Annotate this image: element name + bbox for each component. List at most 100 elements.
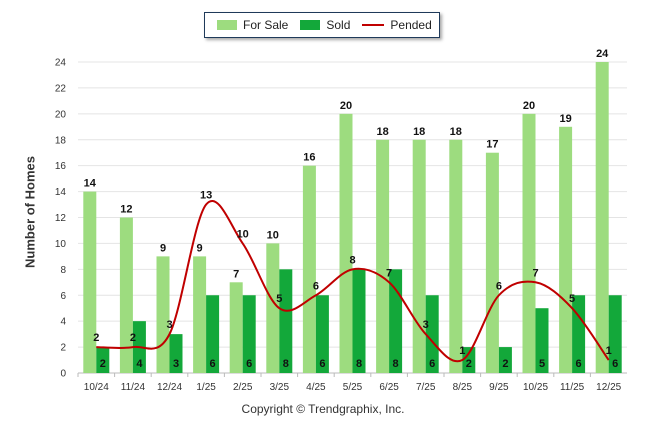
data-label-for-sale: 10 [267, 229, 279, 241]
data-label-sold: 8 [393, 358, 399, 370]
legend: For Sale Sold Pended [204, 12, 440, 38]
bar-for-sale [339, 113, 353, 373]
data-label-pended: 10 [237, 228, 249, 240]
x-tick-label: 12/24 [157, 382, 182, 393]
y-tick-label: 10 [55, 239, 67, 250]
y-tick-label: 24 [55, 58, 67, 69]
data-label-pended: 3 [423, 319, 429, 331]
bar-for-sale [449, 139, 463, 373]
data-label-pended: 13 [200, 190, 212, 202]
data-label-pended: 5 [276, 293, 282, 305]
data-label-for-sale: 12 [120, 204, 132, 216]
x-tick-label: 11/25 [560, 382, 585, 393]
bar-for-sale [485, 152, 499, 373]
data-label-for-sale: 7 [233, 268, 239, 280]
y-tick-label: 16 [55, 161, 67, 172]
data-label-pended: 7 [532, 267, 538, 279]
bar-sold [279, 269, 293, 373]
data-label-sold: 6 [319, 358, 325, 370]
x-tick-label: 8/25 [453, 382, 473, 393]
data-label-for-sale: 16 [303, 152, 315, 164]
data-label-sold: 2 [502, 358, 508, 370]
legend-label-pended: Pended [390, 18, 432, 32]
y-tick-label: 18 [55, 135, 67, 146]
data-label-sold: 6 [210, 358, 216, 370]
x-tick-label: 2/25 [233, 382, 253, 393]
legend-item-for-sale[interactable]: For Sale [217, 18, 288, 32]
data-label-for-sale: 18 [413, 126, 425, 138]
legend-swatch-sold [300, 20, 321, 30]
x-tick-label: 10/24 [84, 382, 109, 393]
x-tick-label: 7/25 [416, 382, 436, 393]
bar-sold [169, 334, 183, 373]
y-tick-label: 20 [55, 109, 67, 120]
bar-sold [425, 295, 439, 373]
bar-sold [608, 295, 622, 373]
data-label-for-sale: 18 [376, 126, 388, 138]
bar-for-sale [376, 139, 390, 373]
data-label-pended: 1 [459, 345, 465, 357]
bar-for-sale [522, 113, 536, 373]
legend-item-pended[interactable]: Pended [362, 18, 432, 32]
x-tick-label: 10/25 [523, 382, 548, 393]
bar-sold [96, 347, 110, 373]
data-label-sold: 6 [576, 358, 582, 370]
legend-label-for-sale: For Sale [243, 18, 289, 32]
x-tick-label: 5/25 [343, 382, 363, 393]
bar-sold [315, 295, 329, 373]
copyright-text: Copyright © Trendgraphix, Inc. [241, 402, 405, 416]
bar-for-sale [559, 126, 573, 374]
data-label-pended: 5 [569, 293, 575, 305]
data-label-pended: 6 [496, 280, 502, 292]
bar-for-sale [412, 139, 426, 373]
bar-for-sale [266, 243, 280, 373]
x-tick-label: 11/24 [121, 382, 146, 393]
data-label-for-sale: 17 [486, 139, 498, 151]
x-tick-label: 4/25 [306, 382, 326, 393]
y-tick-label: 6 [60, 291, 66, 302]
bar-sold [206, 295, 220, 373]
legend-item-sold[interactable]: Sold [300, 18, 350, 32]
data-label-pended: 3 [166, 319, 172, 331]
y-tick-label: 22 [55, 83, 67, 94]
line-pended [96, 200, 610, 363]
data-label-for-sale: 24 [596, 48, 609, 60]
bar-for-sale [83, 191, 97, 373]
data-label-sold: 5 [539, 358, 545, 370]
bar-for-sale [595, 62, 609, 373]
data-label-sold: 4 [136, 358, 143, 370]
x-tick-label: 6/25 [379, 382, 399, 393]
data-label-sold: 2 [466, 358, 472, 370]
x-tick-label: 9/25 [489, 382, 509, 393]
x-tick-label: 1/25 [196, 382, 216, 393]
data-label-sold: 8 [356, 358, 362, 370]
data-label-pended: 2 [93, 332, 99, 344]
bar-for-sale [119, 217, 133, 373]
bar-sold [498, 347, 512, 373]
bar-for-sale [229, 282, 243, 373]
bar-for-sale [302, 165, 316, 373]
data-label-pended: 1 [606, 345, 612, 357]
data-label-sold: 3 [173, 358, 179, 370]
data-label-for-sale: 9 [160, 242, 166, 254]
x-tick-label: 3/25 [270, 382, 290, 393]
legend-swatch-for-sale [217, 20, 237, 30]
data-label-pended: 2 [130, 332, 136, 344]
y-tick-label: 0 [60, 369, 66, 380]
y-tick-label: 2 [60, 343, 66, 354]
bar-sold [462, 347, 476, 373]
bar-sold [242, 295, 256, 373]
legend-label-sold: Sold [326, 18, 351, 32]
data-label-for-sale: 20 [340, 100, 352, 112]
data-label-pended: 6 [313, 280, 319, 292]
data-label-sold: 6 [246, 358, 252, 370]
data-label-sold: 2 [100, 358, 106, 370]
data-label-sold: 6 [612, 358, 618, 370]
bar-sold [535, 308, 549, 373]
bar-sold [352, 269, 366, 373]
x-tick-label: 12/25 [596, 382, 621, 393]
data-label-for-sale: 19 [559, 113, 571, 125]
y-tick-label: 12 [55, 213, 67, 224]
